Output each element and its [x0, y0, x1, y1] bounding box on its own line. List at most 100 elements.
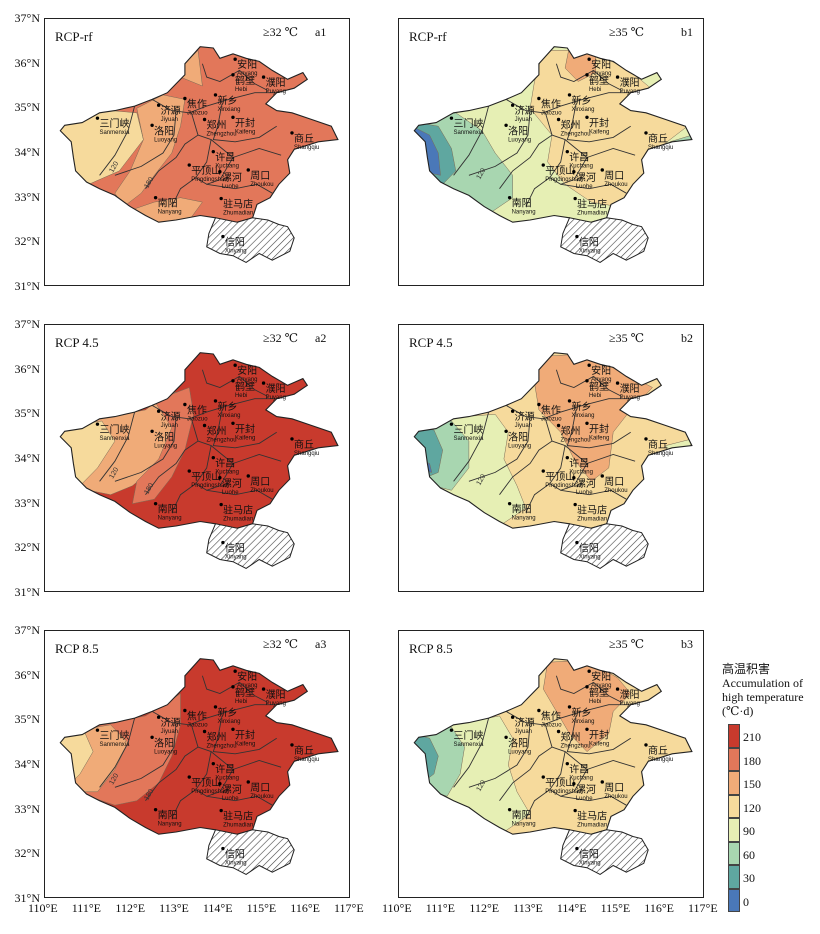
city-dot [449, 728, 454, 732]
city-name-en: Pingdingshan [191, 483, 227, 489]
x-tick-label: 117°E [334, 901, 364, 915]
city-name-en: Zhengzhou [561, 132, 591, 138]
city-name-cn: 济源 [515, 716, 535, 729]
city-dot [202, 423, 207, 428]
city-name-cn: 洛阳 [154, 430, 174, 443]
legend-color-swatch [728, 841, 740, 865]
city-name-cn: 许昌 [215, 458, 235, 470]
y-tick-label: 37°N [14, 317, 40, 331]
city-name-cn: 开封 [235, 728, 255, 741]
city-dot [615, 75, 620, 79]
city-dot [95, 422, 100, 426]
city-name-cn: 南阳 [158, 809, 178, 822]
city-name-en: Jiaozuo [187, 723, 208, 729]
province-outline [413, 46, 693, 226]
city-name-cn: 濮阳 [266, 382, 286, 395]
city-name-en: Zhoukou [604, 794, 627, 800]
city-name-cn: 信阳 [579, 849, 599, 861]
prefecture-border [468, 110, 531, 176]
city-name-cn: 焦作 [187, 404, 207, 417]
x-tick-label: 117°E [688, 901, 718, 915]
city-dot [231, 115, 235, 119]
city-name-cn: 信阳 [225, 237, 245, 249]
city-name-cn: 濮阳 [620, 688, 640, 701]
prefecture-border [145, 724, 199, 801]
city-name-cn: 平顶山 [545, 777, 575, 789]
prefecture-border [505, 398, 631, 420]
city-dot [218, 170, 222, 174]
city-name-en: Xinyang [579, 249, 601, 255]
city-name-en: Luoyang [154, 137, 177, 143]
city-dot [615, 381, 620, 385]
contour-label: 180 [143, 176, 155, 190]
y-tick-label: 36°N [14, 361, 40, 376]
city-dot [575, 234, 579, 239]
city-dot [587, 57, 591, 61]
city-name-cn: 驻马店 [577, 504, 607, 517]
prefecture-border [549, 139, 588, 185]
city-dot [572, 170, 576, 174]
city-name-en: Xinyang [225, 861, 247, 867]
city-dot [556, 729, 561, 734]
city-dot [231, 73, 235, 77]
city-name-en: Zhengzhou [207, 132, 237, 138]
map-panel-a3: 180 120 安阳 Anyang 鹤壁 Hebi 濮阳 Puyang 济源 Jiyuan 焦作 Ji… [44, 630, 350, 898]
city-dot [573, 502, 577, 507]
x-tick-label: 116°E [644, 901, 674, 915]
city-name-en: Puyang [266, 395, 286, 401]
city-name-cn: 鹤壁 [589, 74, 609, 87]
xinyang-hatched-area [560, 829, 649, 875]
city-name-en: Hebi [235, 87, 247, 93]
x-tick-label: 111°E [71, 901, 101, 915]
city-name-en: Nanyang [158, 210, 182, 216]
contour-label: 120 [476, 779, 488, 793]
city-name-en: Jiaozuo [541, 111, 562, 117]
city-name-en: Kaifeng [589, 129, 609, 135]
city-name-en: Hebi [235, 393, 247, 399]
legend-color-swatch [728, 865, 740, 889]
prefecture-border [555, 63, 594, 82]
city-dot [587, 363, 591, 367]
city-name-en: Sanmenxia [453, 130, 484, 136]
city-name-cn: 焦作 [541, 710, 561, 723]
prefecture-border [468, 722, 531, 788]
city-name-en: Anyang [237, 71, 257, 77]
city-name-en: Hebi [589, 393, 601, 399]
city-dot [537, 708, 541, 713]
scenario-label: RCP-rf [55, 29, 93, 44]
city-name-cn: 南阳 [512, 809, 532, 822]
city-name-cn: 周口 [250, 782, 270, 794]
prefecture-border [566, 409, 631, 449]
x-tick-label: 113°E [513, 901, 543, 915]
prefecture-border [171, 440, 212, 513]
xinyang-hatched-area [560, 523, 649, 569]
city-dot [233, 57, 237, 61]
prefecture-border [99, 717, 136, 788]
city-name-en: Luoyang [154, 749, 177, 755]
city-name-cn: 郑州 [207, 425, 227, 438]
prefecture-border [239, 376, 269, 397]
city-name-cn: 安阳 [591, 58, 611, 71]
city-name-en: Jiyuan [515, 423, 532, 429]
city-dot [556, 117, 561, 122]
city-name-cn: 济源 [161, 104, 181, 117]
city-name-en: Luoyang [508, 749, 531, 755]
city-name-en: Anyang [237, 683, 257, 689]
legend-tick-label: 150 [743, 777, 761, 791]
city-name-cn: 许昌 [215, 764, 235, 776]
city-dot [565, 149, 569, 154]
legend-title-line: 高温积害 [722, 662, 771, 676]
city-name-en: Luohe [222, 796, 239, 802]
city-name-cn: 商丘 [294, 744, 314, 757]
x-tick-label: 112°E [115, 901, 146, 915]
city-name-en: Shangqiu [648, 451, 673, 457]
y-tick-label: 32°N [14, 234, 40, 249]
prefecture-border [206, 795, 273, 806]
city-name-en: Shangqiu [294, 145, 319, 151]
city-name-cn: 济源 [515, 104, 535, 117]
city-dot [150, 429, 154, 434]
city-name-cn: 漯河 [222, 478, 242, 490]
province-outline [59, 46, 339, 226]
city-dot [231, 685, 235, 689]
city-name-en: Zhengzhou [207, 438, 237, 444]
